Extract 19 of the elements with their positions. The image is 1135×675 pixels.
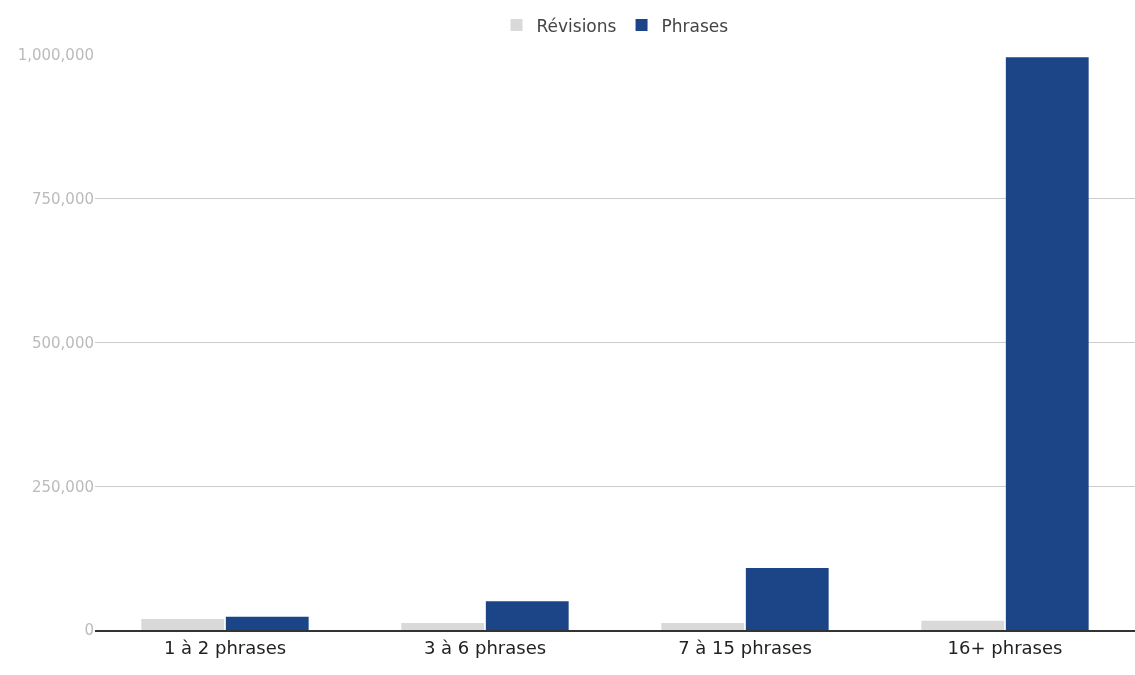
bar (921, 620, 1005, 630)
bar (485, 601, 569, 630)
bar (141, 619, 225, 630)
x-tick-label: 3 à 6 phrases (423, 636, 547, 658)
legend-label: Phrases (661, 15, 729, 36)
legend-label: Révisions (536, 15, 617, 36)
x-tick-label: 16+ phrases (947, 636, 1063, 658)
x-tick-label: 1 à 2 phrases (163, 636, 287, 658)
bar (401, 623, 485, 630)
bar (745, 567, 829, 630)
y-tick-label: 750,000 (31, 190, 94, 208)
y-tick-label: 500,000 (31, 333, 94, 352)
y-tick-label: 1,000,000 (17, 46, 94, 65)
y-tick-label: 0 (84, 621, 94, 640)
bar (1005, 57, 1089, 630)
bar (225, 616, 309, 630)
y-tick-label: 250,000 (31, 477, 94, 496)
x-tick-label: 7 à 15 phrases (678, 636, 812, 658)
bar (661, 623, 745, 630)
